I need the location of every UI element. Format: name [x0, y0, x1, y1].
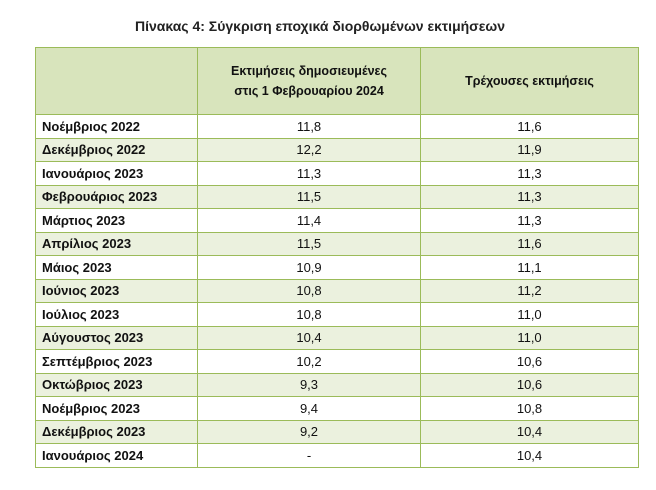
value-cell: 11,3 [420, 161, 639, 186]
value-cell: 10,6 [420, 372, 639, 397]
month-cell: Δεκέμβριος 2023 [35, 419, 198, 444]
value-cell: 11,8 [197, 114, 421, 139]
month-cell: Μάιος 2023 [35, 255, 198, 280]
value-cell: 10,4 [420, 419, 639, 444]
table-row: Νοέμβριος 2022 11,8 11,6 [35, 114, 639, 139]
month-cell: Απρίλιος 2023 [35, 231, 198, 256]
table-row: Δεκέμβριος 2022 12,2 11,9 [35, 137, 639, 162]
value-cell: 12,2 [197, 137, 421, 162]
header-row: Εκτιμήσεις δημοσιευμένες στις 1 Φεβρουαρ… [35, 47, 639, 115]
month-cell: Αύγουστος 2023 [35, 325, 198, 350]
table-row: Φεβρουάριος 2023 11,5 11,3 [35, 184, 639, 209]
table-row: Ιανουάριος 2023 11,3 11,3 [35, 161, 639, 186]
value-cell: 10,6 [420, 349, 639, 374]
value-cell: 11,3 [420, 208, 639, 233]
value-cell: 11,1 [420, 255, 639, 280]
table-row: Μάιος 2023 10,9 11,1 [35, 255, 639, 280]
value-cell: 10,8 [420, 396, 639, 421]
value-cell: 10,8 [197, 278, 421, 303]
month-cell: Μάρτιος 2023 [35, 208, 198, 233]
value-cell: 10,4 [197, 325, 421, 350]
month-cell: Οκτώβριος 2023 [35, 372, 198, 397]
value-cell: 10,8 [197, 302, 421, 327]
month-cell: Δεκέμβριος 2022 [35, 137, 198, 162]
table-row: Μάρτιος 2023 11,4 11,3 [35, 208, 639, 233]
value-cell: 11,9 [420, 137, 639, 162]
value-cell: 11,0 [420, 302, 639, 327]
table-row: Απρίλιος 2023 11,5 11,6 [35, 231, 639, 256]
value-cell: 9,2 [197, 419, 421, 444]
header-cell: Τρέχουσες εκτιμήσεις [420, 47, 639, 115]
month-cell: Νοέμβριος 2022 [35, 114, 198, 139]
header-cell [35, 47, 198, 115]
value-cell: 9,3 [197, 372, 421, 397]
value-cell: 11,4 [197, 208, 421, 233]
value-cell: 11,3 [420, 184, 639, 209]
value-cell: 11,5 [197, 231, 421, 256]
value-cell: 11,6 [420, 231, 639, 256]
header-cell: Εκτιμήσεις δημοσιευμένες στις 1 Φεβρουαρ… [197, 47, 421, 115]
table-title: Πίνακας 4: Σύγκριση εποχικά διορθωμένων … [134, 18, 506, 34]
month-cell: Ιανουάριος 2023 [35, 161, 198, 186]
table-row: Σεπτέμβριος 2023 10,2 10,6 [35, 349, 639, 374]
table-row: Νοέμβριος 2023 9,4 10,8 [35, 396, 639, 421]
table-row: Ιούλιος 2023 10,8 11,0 [35, 302, 639, 327]
table-row: Δεκέμβριος 2023 9,2 10,4 [35, 419, 639, 444]
table-row: Οκτώβριος 2023 9,3 10,6 [35, 372, 639, 397]
value-cell: 10,2 [197, 349, 421, 374]
value-cell: 10,9 [197, 255, 421, 280]
table-row: Ιούνιος 2023 10,8 11,2 [35, 278, 639, 303]
value-cell: 11,0 [420, 325, 639, 350]
table-row: Ιανουάριος 2024-10,4 [35, 443, 639, 468]
value-cell: - [197, 443, 421, 468]
month-cell: Ιανουάριος 2024 [35, 443, 198, 468]
value-cell: 11,2 [420, 278, 639, 303]
month-cell: Ιούλιος 2023 [35, 302, 198, 327]
table: Εκτιμήσεις δημοσιευμένες στις 1 Φεβρουαρ… [35, 47, 639, 468]
month-cell: Νοέμβριος 2023 [35, 396, 198, 421]
table-row: Αύγουστος 2023 10,4 11,0 [35, 325, 639, 350]
value-cell: 11,6 [420, 114, 639, 139]
value-cell: 11,3 [197, 161, 421, 186]
month-cell: Σεπτέμβριος 2023 [35, 349, 198, 374]
value-cell: 10,4 [420, 443, 639, 468]
value-cell: 9,4 [197, 396, 421, 421]
month-cell: Ιούνιος 2023 [35, 278, 198, 303]
month-cell: Φεβρουάριος 2023 [35, 184, 198, 209]
table-body: Νοέμβριος 2022 11,8 11,6 Δεκέμβριος 2022 12,… [35, 114, 639, 468]
value-cell: 11,5 [197, 184, 421, 209]
